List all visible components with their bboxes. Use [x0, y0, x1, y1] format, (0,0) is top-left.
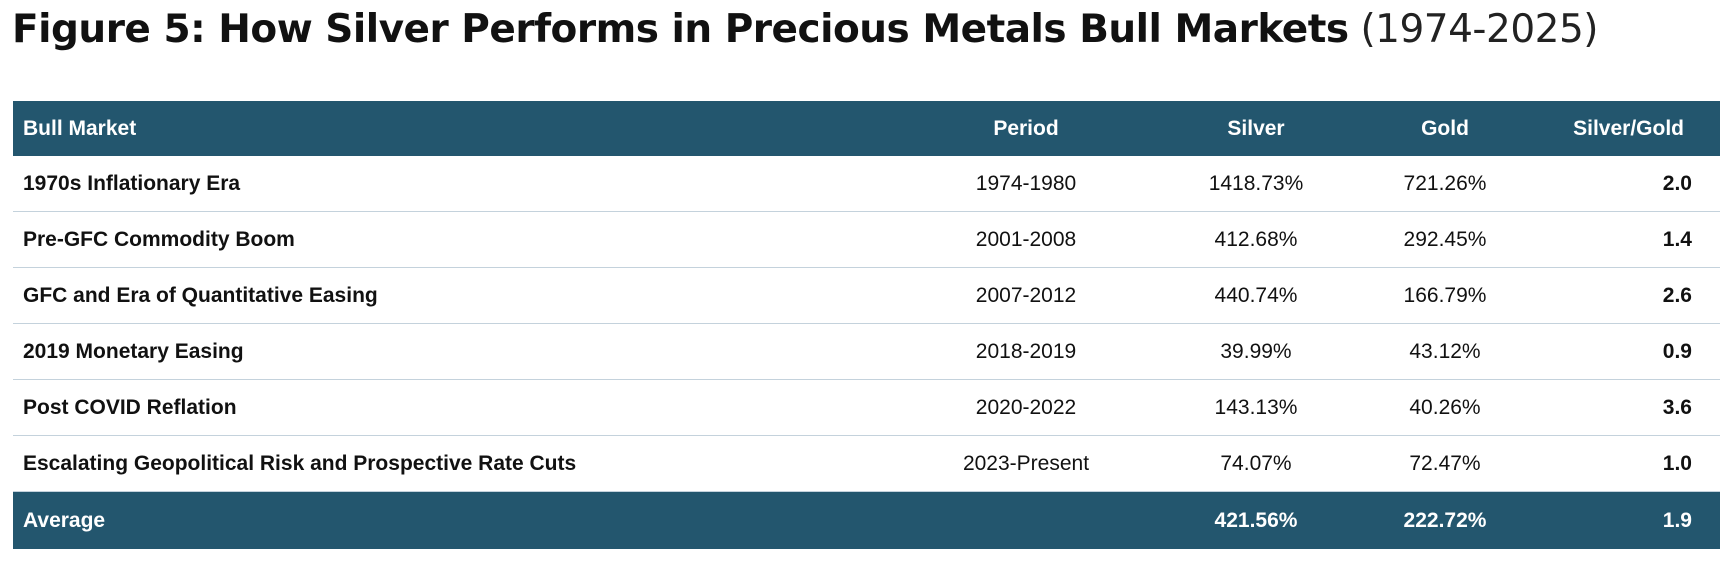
cell-gold: 43.12% — [1409, 339, 1481, 363]
cell-gold: 40.26% — [1409, 395, 1481, 419]
cell-silver-gold: 2.0 — [1662, 171, 1692, 195]
footer-period — [913, 492, 1139, 549]
table-row: 2019 Monetary Easing 2018-2019 39.99% 43… — [13, 324, 1720, 380]
table-row: Post COVID Reflation 2020-2022 143.13% 4… — [13, 380, 1720, 436]
cell-bull-market: 1970s Inflationary Era — [23, 171, 241, 195]
bull-market-table: Bull Market Period Silver Gold Silver/Go… — [13, 101, 1720, 549]
cell-silver: 143.13% — [1214, 395, 1298, 419]
cell-period: 2018-2019 — [975, 339, 1077, 363]
cell-bull-market: Escalating Geopolitical Risk and Prospec… — [23, 451, 577, 475]
cell-gold: 292.45% — [1403, 227, 1487, 251]
footer-silver-gold: 1.9 — [1662, 508, 1692, 532]
cell-period: 2020-2022 — [975, 395, 1077, 419]
header-period: Period — [993, 116, 1059, 140]
cell-period: 2001-2008 — [975, 227, 1077, 251]
page-title: Figure 5: How Silver Performs in Preciou… — [12, 4, 1598, 56]
title-main: Figure 5: How Silver Performs in Preciou… — [12, 7, 1349, 52]
header-silver: Silver — [1227, 116, 1285, 140]
cell-bull-market: 2019 Monetary Easing — [23, 339, 244, 363]
footer-label: Average — [23, 508, 106, 532]
cell-bull-market: GFC and Era of Quantitative Easing — [23, 283, 378, 307]
header-gold: Gold — [1421, 116, 1469, 140]
cell-silver-gold: 2.6 — [1662, 283, 1692, 307]
header-silver-gold: Silver/Gold — [1573, 116, 1684, 140]
title-years: (1974-2025) — [1360, 7, 1598, 52]
table-row: Escalating Geopolitical Risk and Prospec… — [13, 436, 1720, 492]
table-row: GFC and Era of Quantitative Easing 2007-… — [13, 268, 1720, 324]
cell-bull-market: Post COVID Reflation — [23, 395, 237, 419]
cell-silver-gold: 0.9 — [1662, 339, 1692, 363]
cell-silver: 412.68% — [1214, 227, 1298, 251]
cell-gold: 72.47% — [1409, 451, 1481, 475]
table-header-row: Bull Market Period Silver Gold Silver/Go… — [13, 101, 1720, 156]
footer-gold: 222.72% — [1403, 508, 1487, 532]
cell-silver: 74.07% — [1220, 451, 1292, 475]
cell-bull-market: Pre-GFC Commodity Boom — [23, 227, 295, 251]
cell-silver-gold: 1.0 — [1662, 451, 1692, 475]
cell-silver-gold: 3.6 — [1662, 395, 1692, 419]
cell-gold: 166.79% — [1403, 283, 1487, 307]
footer-silver: 421.56% — [1214, 508, 1298, 532]
cell-silver-gold: 1.4 — [1662, 227, 1692, 251]
cell-gold: 721.26% — [1403, 171, 1487, 195]
cell-silver: 1418.73% — [1208, 171, 1304, 195]
cell-silver: 440.74% — [1214, 283, 1298, 307]
table-footer-row: Average 421.56% 222.72% 1.9 — [13, 492, 1720, 549]
cell-period: 2007-2012 — [975, 283, 1077, 307]
table-row: 1970s Inflationary Era 1974-1980 1418.73… — [13, 156, 1720, 212]
cell-period: 2023-Present — [962, 451, 1090, 475]
cell-silver: 39.99% — [1220, 339, 1292, 363]
cell-period: 1974-1980 — [975, 171, 1077, 195]
table-row: Pre-GFC Commodity Boom 2001-2008 412.68%… — [13, 212, 1720, 268]
header-bull-market: Bull Market — [23, 116, 137, 140]
